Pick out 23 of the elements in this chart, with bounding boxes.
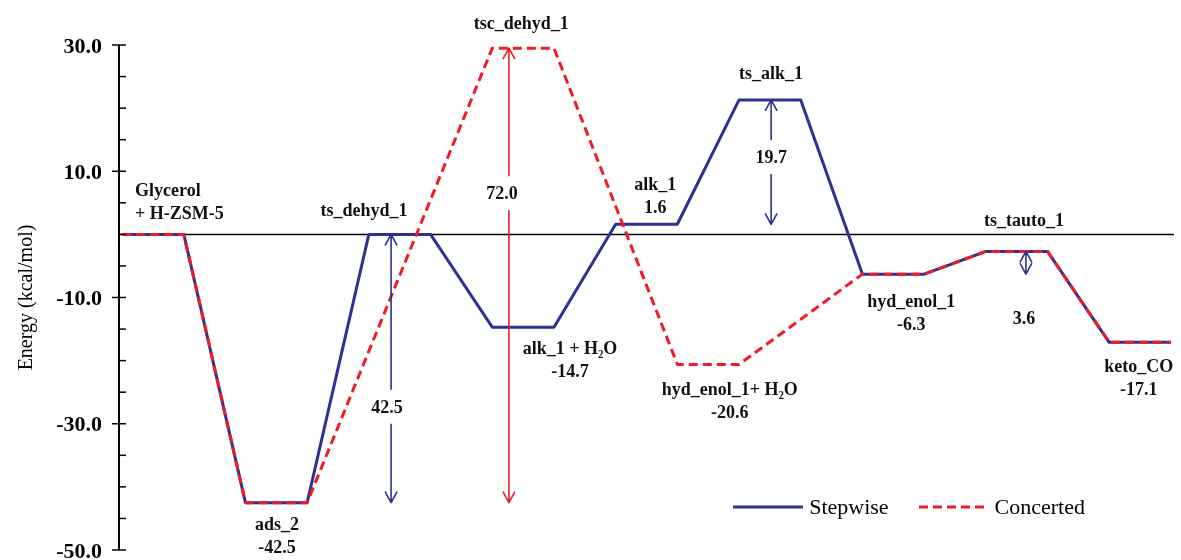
y-axis-title: Energy (kcal/mol) — [14, 224, 37, 371]
annotation: alk_1 1.6 — [634, 174, 677, 218]
y-tick-label: -10.0 — [56, 285, 102, 310]
annotation: Glycerol + H-ZSM-5 — [135, 180, 224, 224]
annotation: keto_CO -17.1 — [1104, 356, 1174, 400]
y-tick-label: -30.0 — [56, 411, 102, 437]
annotation: 72.0 — [486, 183, 518, 204]
y-tick-label: 30.0 — [63, 32, 102, 58]
y-tick-label: -50.0 — [56, 537, 102, 560]
legend-label: Concerted — [994, 494, 1085, 520]
annotation: ads_2 -42.5 — [254, 513, 299, 557]
y-tick-label: 10.0 — [63, 158, 102, 184]
annotation: tsc_dehyd_1 — [473, 13, 569, 34]
annotation: hyd_enol_1+ H₂O -20.6 — [661, 379, 798, 423]
annotation: ts_alk_1 — [739, 62, 804, 83]
annotation: ts_dehyd_1 — [320, 200, 408, 221]
annotation: 42.5 — [371, 396, 403, 417]
annotation: 19.7 — [755, 146, 787, 167]
annotation: ts_tauto_1 — [984, 210, 1065, 231]
annotation: hyd_enol_1 -6.3 — [867, 291, 956, 335]
legend-label: Stepwise — [809, 494, 889, 520]
annotation: alk_1 + H₂O -14.7 — [522, 338, 618, 382]
annotation: 3.6 — [1012, 308, 1036, 329]
